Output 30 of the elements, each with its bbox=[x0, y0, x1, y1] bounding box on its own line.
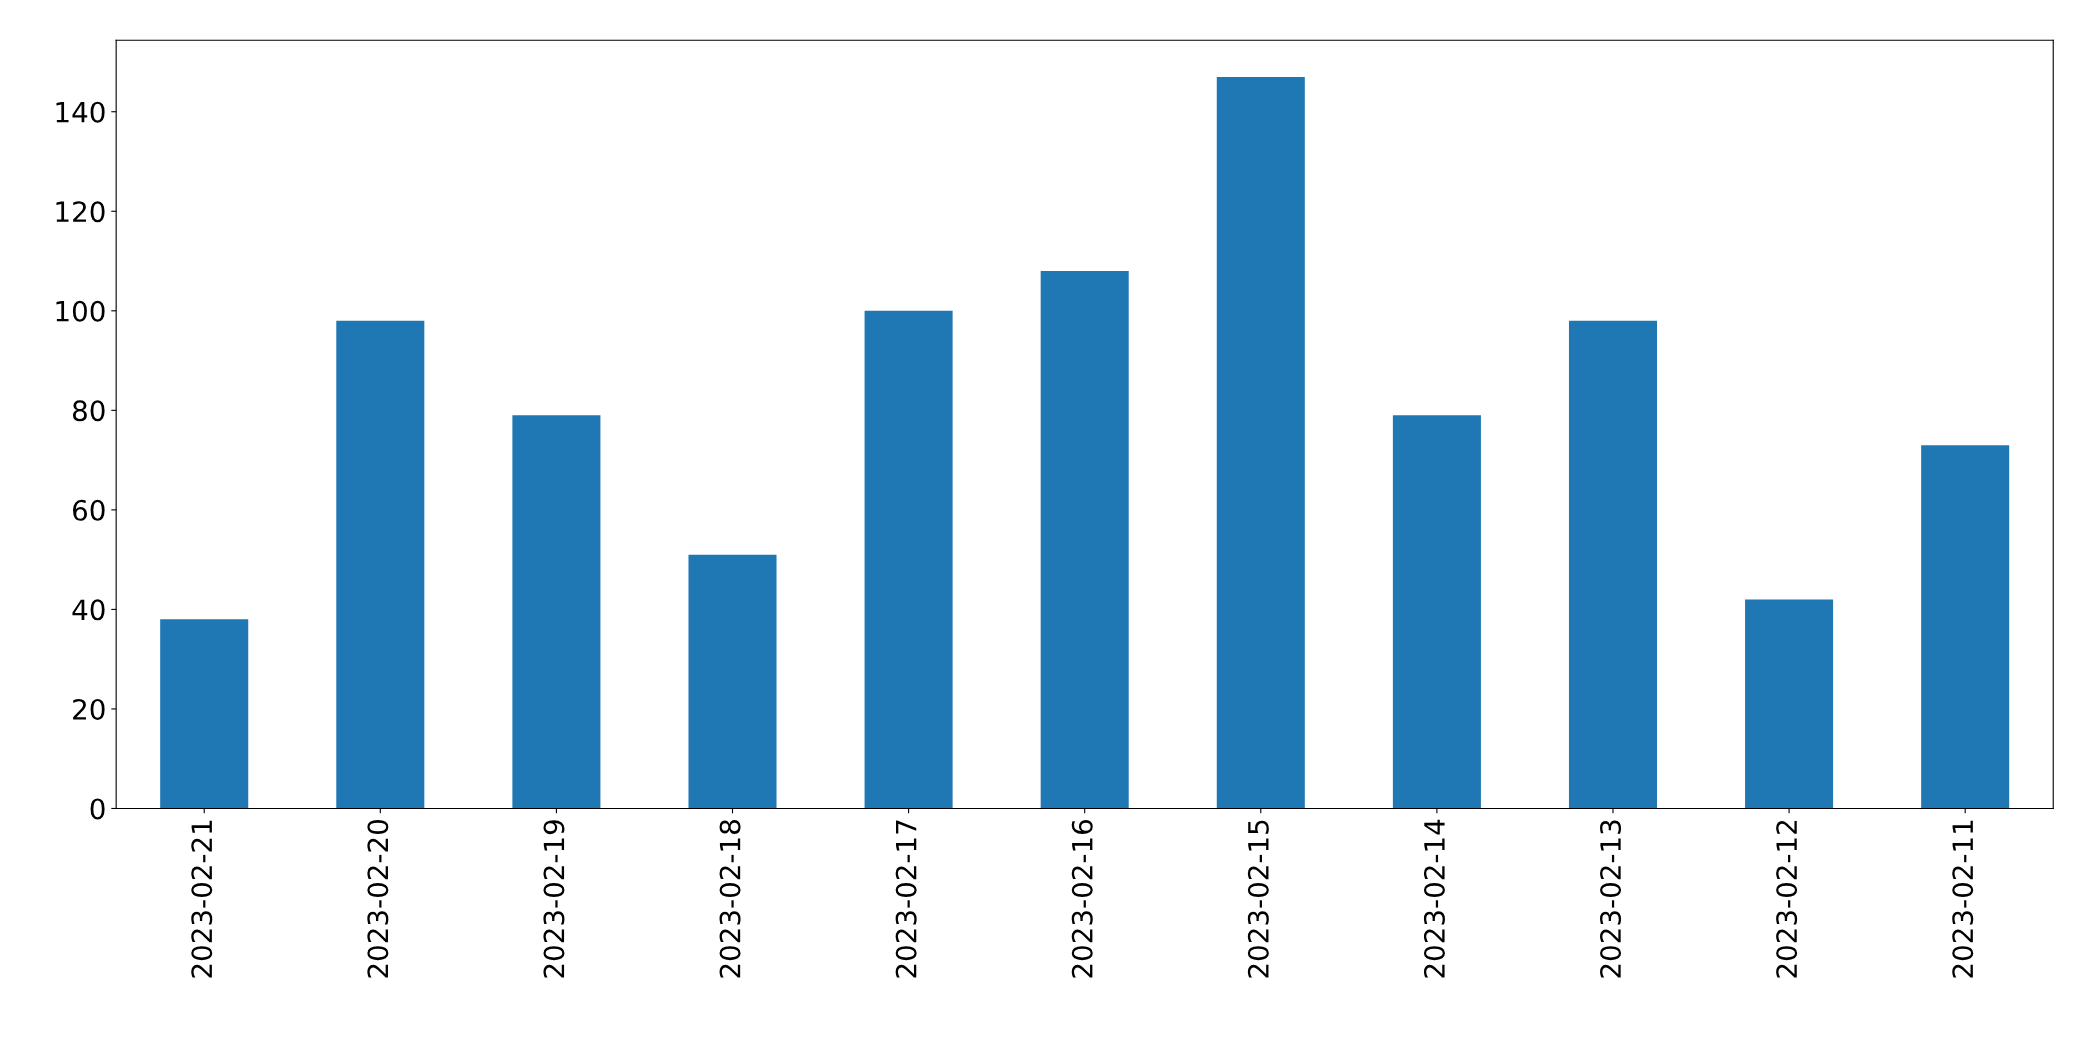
x-tick-label: 2023-02-18 bbox=[719, 820, 741, 978]
bar bbox=[1568, 320, 1658, 809]
bar bbox=[1392, 415, 1481, 809]
y-tick-label: 120 bbox=[56, 201, 105, 223]
x-tick-label: 2023-02-20 bbox=[367, 820, 389, 978]
bar bbox=[1216, 76, 1305, 809]
bar bbox=[1745, 599, 1834, 809]
x-tick-label: 2023-02-21 bbox=[191, 820, 213, 978]
y-tick-label: 60 bbox=[73, 499, 105, 521]
y-tick-label: 80 bbox=[72, 400, 105, 422]
x-tick-label: 2023-02-11 bbox=[1952, 820, 1974, 978]
x-tick-label: 2023-02-16 bbox=[1071, 819, 1093, 978]
x-tick-label: 2023-02-19 bbox=[543, 820, 565, 978]
x-tick-label: 2023-02-17 bbox=[895, 820, 917, 978]
bar bbox=[160, 619, 249, 809]
bar bbox=[336, 320, 425, 809]
x-tick-label: 2023-02-12 bbox=[1776, 820, 1798, 978]
bar bbox=[864, 310, 953, 809]
bar bbox=[512, 415, 601, 809]
bar bbox=[1040, 270, 1129, 809]
y-tick-label: 140 bbox=[56, 101, 105, 123]
y-tick-label: 40 bbox=[72, 599, 105, 621]
bar bbox=[1921, 445, 2010, 809]
y-tick-label: 0 bbox=[90, 798, 105, 820]
x-tick-label: 2023-02-13 bbox=[1600, 820, 1622, 978]
x-tick-label: 2023-02-15 bbox=[1247, 820, 1269, 978]
bar bbox=[688, 554, 777, 809]
x-tick-label: 2023-02-14 bbox=[1423, 819, 1445, 978]
y-tick-label: 20 bbox=[73, 698, 105, 720]
y-tick-label: 100 bbox=[56, 300, 105, 322]
